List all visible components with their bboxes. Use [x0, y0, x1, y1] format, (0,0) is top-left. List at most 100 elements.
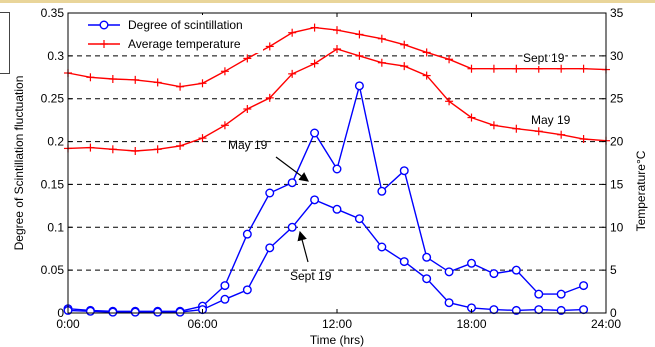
series-3-point — [176, 141, 185, 150]
series-1-point — [220, 294, 230, 304]
series-2-point — [288, 28, 297, 37]
series-2-point — [377, 34, 386, 43]
annotation-may19-temperature: May 19 — [531, 113, 571, 127]
series-0-point — [287, 178, 297, 188]
legend: Degree of scintillation Average temperat… — [73, 15, 263, 53]
series-1-point — [153, 307, 163, 317]
series-3-point — [153, 145, 162, 154]
series-2-point — [198, 79, 207, 88]
series-0-point — [534, 289, 544, 299]
series-3-point — [108, 145, 117, 154]
ticks: 0:00 06:00 12:00 18:00 24:0000.050.10.150.20… — [41, 6, 624, 331]
gridlines — [68, 55, 606, 271]
series-0-point — [489, 269, 499, 279]
series-1-point — [242, 285, 252, 295]
legend-swatch-marker — [99, 20, 109, 30]
x-axis-label: Time (hrs) — [310, 333, 364, 347]
series-2-point — [310, 23, 319, 32]
y-right-tick-label: 30 — [610, 49, 624, 63]
x-tick-label: 12:00 — [322, 317, 352, 331]
annotations: May 19 Sept 19 Sept 19 May 19 — [228, 50, 572, 284]
series-0-point — [265, 188, 275, 198]
series-1-point — [534, 305, 544, 315]
series-1-point — [422, 274, 432, 284]
series-0-point — [242, 229, 252, 239]
series-0-point — [220, 281, 230, 291]
y-right-tick-label: 20 — [610, 135, 624, 149]
series-2-point — [534, 64, 543, 73]
y-left-tick-label: 0.15 — [41, 177, 65, 191]
series-1-point — [287, 222, 297, 232]
annotation-sept19-scintillation: Sept 19 — [290, 269, 332, 283]
y-axis-label-left: Degree of Scintillation fluctuation — [12, 76, 26, 251]
series-3-point — [355, 51, 364, 60]
series-3-point — [131, 147, 140, 155]
series-1-point — [310, 195, 320, 205]
series-0-point — [354, 81, 364, 91]
y-right-tick-label: 25 — [610, 92, 624, 106]
y-left-tick-label: 0.1 — [47, 220, 64, 234]
series-1-point — [556, 305, 566, 315]
series-2-point — [400, 40, 409, 49]
x-tick-label: 18:00 — [456, 317, 486, 331]
series-3-point — [557, 130, 566, 139]
series-0-point — [399, 166, 409, 176]
series-1-point — [354, 214, 364, 224]
series-3-point — [86, 143, 95, 152]
y-left-tick-label: 0.3 — [47, 49, 64, 63]
y-left-tick-label: 0.25 — [41, 92, 65, 106]
top-border-strip — [0, 0, 655, 3]
series-3-point — [534, 127, 543, 136]
y-left-tick-label: 0.05 — [41, 263, 65, 277]
series-1-point — [399, 257, 409, 267]
legend-label-temperature: Average temperature — [128, 37, 241, 51]
series-2-point — [489, 64, 498, 73]
series-3-point — [489, 121, 498, 130]
x-tick-label: 06:00 — [187, 317, 217, 331]
legend-label-scintillation: Degree of scintillation — [128, 18, 243, 32]
series-3-point — [422, 71, 431, 80]
series-2-point — [355, 30, 364, 39]
left-cropped-panel — [0, 12, 10, 74]
series-2-point — [333, 26, 341, 35]
series-1-point — [579, 305, 589, 315]
series-0-point — [310, 128, 320, 138]
annotation-arrow — [275, 156, 309, 182]
series-1-point — [332, 204, 342, 214]
y-right-tick-label: 15 — [610, 177, 624, 191]
series-1-point — [377, 242, 387, 252]
y-left-tick-label: 0.35 — [41, 6, 65, 20]
series-3-point — [400, 62, 409, 71]
series-0-point — [377, 186, 387, 196]
series-2-point — [557, 64, 566, 73]
series-layer — [63, 23, 610, 317]
series-1-line — [67, 199, 584, 313]
series-3-point — [377, 58, 386, 67]
series-1-point — [175, 307, 185, 317]
series-3-point — [243, 105, 252, 113]
series-1-point — [489, 305, 499, 315]
series-3-point — [288, 69, 297, 78]
series-3-point — [333, 45, 341, 53]
series-2-point — [467, 64, 476, 73]
series-0-point — [332, 164, 342, 174]
series-1-point — [265, 243, 275, 253]
series-1-point — [130, 307, 140, 317]
series-3-point — [198, 134, 207, 143]
y-right-tick-label: 35 — [610, 6, 624, 20]
series-1-point — [108, 307, 118, 317]
series-2-point — [579, 64, 588, 73]
annotation-sept19-temperature: Sept 19 — [523, 51, 565, 65]
series-0-point — [556, 289, 566, 299]
annotation-may19-scintillation: May 19 — [228, 138, 268, 152]
y-right-tick-label: 5 — [610, 263, 617, 277]
series-2-point — [512, 64, 521, 73]
series-2-point — [422, 48, 431, 57]
series-1-point — [85, 306, 95, 316]
series-2-point — [265, 42, 274, 51]
series-0-point — [444, 267, 454, 277]
series-2-point — [86, 73, 95, 82]
series-2-point — [445, 55, 454, 64]
series-2-point — [131, 75, 140, 84]
